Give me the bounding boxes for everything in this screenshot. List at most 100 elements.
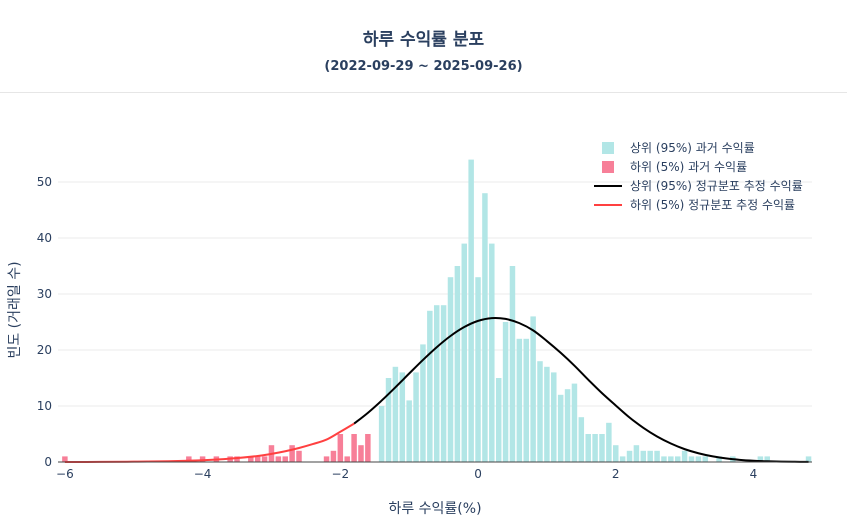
histogram-bar — [502, 322, 509, 462]
x-tick-label: 4 — [750, 467, 758, 481]
histogram-bar — [461, 243, 468, 462]
histogram-bar — [523, 338, 529, 462]
histogram-bar — [647, 450, 653, 462]
histogram-bar — [275, 456, 282, 462]
y-tick-label: 10 — [37, 399, 52, 413]
histogram-bar — [378, 406, 385, 462]
histogram-bar — [468, 159, 474, 462]
histogram-bar — [358, 445, 364, 462]
y-axis-label: 빈도 (거래일 수) — [7, 261, 23, 358]
y-tick-label: 30 — [37, 287, 52, 301]
histogram-bar — [599, 434, 605, 462]
chart-subtitle: (2022-09-29 ~ 2025-09-26) — [324, 59, 523, 74]
histogram-bar — [337, 434, 344, 462]
histogram-bar — [296, 450, 302, 462]
histogram-bar — [551, 372, 557, 462]
x-tick-label: −2 — [331, 467, 349, 481]
histogram-bar — [564, 389, 571, 462]
lower-normal-fit-line — [64, 422, 355, 463]
x-tick-label: 2 — [612, 467, 620, 481]
y-tick-label: 40 — [37, 231, 52, 245]
legend-label: 하위 (5%) 정규분포 추정 수익률 — [630, 198, 795, 212]
x-tick-label: 0 — [474, 467, 482, 481]
histogram-bar — [716, 456, 722, 462]
histogram-bar — [420, 344, 426, 462]
histogram-bar — [62, 456, 68, 462]
histogram-bar — [640, 450, 647, 462]
x-tick-label: −4 — [194, 467, 212, 481]
legend-label: 하위 (5%) 과거 수익률 — [630, 160, 747, 174]
histogram-bar — [344, 456, 350, 462]
histogram-bar — [282, 456, 288, 462]
upper-normal-fit-line — [353, 316, 809, 463]
histogram-bar — [406, 400, 412, 462]
histogram-bar — [399, 372, 406, 462]
upper-95-bars — [378, 159, 812, 462]
histogram-bar — [537, 361, 543, 462]
histogram-bar — [427, 310, 433, 462]
histogram-bar — [613, 445, 619, 462]
histogram-bar — [668, 456, 674, 462]
legend-label: 상위 (95%) 과거 수익률 — [630, 141, 755, 155]
y-tick-label: 20 — [37, 343, 52, 357]
histogram-bar — [254, 456, 261, 462]
histogram-bar — [626, 450, 633, 462]
chart-header: 하루 수익률 분포 (2022-09-29 ~ 2025-09-26) — [0, 0, 847, 93]
histogram-bar — [764, 456, 770, 462]
histogram-bar — [392, 366, 399, 462]
histogram-bar — [633, 445, 640, 462]
histogram-bar — [557, 394, 564, 462]
histogram-bar — [509, 266, 516, 462]
axes: 0 10 20 30 40 50 −6 −4 −2 0 2 4 — [37, 175, 812, 481]
histogram-bar — [447, 277, 454, 462]
histogram-bar — [475, 277, 481, 462]
histogram-bar — [592, 434, 598, 462]
histogram-bar — [248, 456, 254, 462]
histogram-bar — [482, 193, 488, 462]
histogram-bar — [530, 316, 536, 462]
legend-swatch — [602, 142, 614, 154]
histogram-bar — [674, 456, 681, 462]
histogram-bar — [757, 456, 764, 462]
histogram-bar — [186, 456, 192, 462]
x-tick-label: −6 — [56, 467, 74, 481]
histogram-bar — [585, 434, 591, 462]
histogram-bar — [702, 456, 709, 462]
histogram-bar — [688, 456, 695, 462]
histogram-bar — [695, 456, 702, 462]
histogram-bar — [495, 378, 502, 462]
y-tick-label: 0 — [44, 455, 52, 469]
histogram-bar — [516, 338, 523, 462]
legend-label: 상위 (95%) 정규분포 추정 수익률 — [630, 179, 803, 193]
histogram-bar — [413, 372, 419, 462]
histogram-bar — [433, 305, 440, 462]
histogram-bar — [351, 434, 357, 462]
histogram-bar — [578, 417, 585, 462]
histogram-bar — [489, 243, 495, 462]
y-tick-label: 50 — [37, 175, 52, 189]
histogram-bar — [606, 422, 612, 462]
histogram-bar — [330, 450, 337, 462]
legend-swatch — [602, 161, 614, 173]
histogram-bar — [681, 450, 688, 462]
chart-title: 하루 수익률 분포 — [362, 30, 485, 50]
histogram-bar — [654, 450, 660, 462]
histogram-bar — [440, 305, 447, 462]
histogram-bar — [385, 378, 392, 462]
histogram-bar — [323, 456, 330, 462]
histogram-bar — [234, 456, 240, 462]
histogram-bar — [289, 445, 295, 462]
histogram-bar — [199, 456, 206, 462]
histogram-bar — [365, 434, 371, 462]
histogram-bar — [805, 456, 812, 462]
x-axis-label: 하루 수익률(%) — [388, 501, 481, 517]
histogram-bar — [454, 266, 461, 462]
histogram-bar — [261, 456, 268, 462]
lower-5-bars — [62, 434, 371, 462]
histogram-bar — [661, 456, 667, 462]
histogram-bar — [571, 383, 578, 462]
histogram-bar — [544, 366, 550, 462]
histogram-bar — [619, 456, 626, 462]
